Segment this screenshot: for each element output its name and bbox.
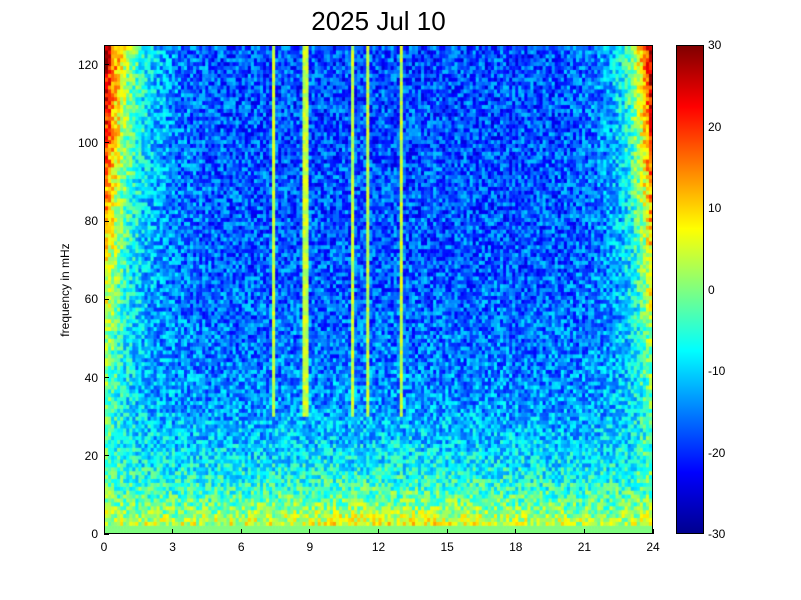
y-tick-mark	[104, 533, 109, 535]
x-tick-mark	[583, 529, 585, 534]
plot-frame	[104, 45, 653, 534]
colorbar	[676, 45, 704, 534]
x-tick-mark	[103, 529, 105, 534]
y-tick-label: 0	[91, 527, 98, 541]
y-tick-mark	[104, 455, 109, 457]
colorbar-tick-label: -10	[708, 364, 726, 378]
y-tick-mark	[104, 377, 109, 379]
y-tick-label: 60	[84, 292, 98, 307]
x-tick-label: 0	[100, 540, 108, 554]
colorbar-tick-label: 30	[708, 38, 722, 52]
x-tick-label: 6	[237, 540, 245, 554]
colorbar-tick-label: 10	[708, 201, 722, 215]
x-tick-mark	[309, 529, 311, 534]
x-tick-label: 3	[169, 540, 176, 554]
y-axis-label: frequency in mHz	[58, 243, 72, 337]
chart-title: 2025 Jul 10	[311, 6, 446, 36]
colorbar-tick-label: -20	[708, 445, 726, 460]
x-tick-label: 9	[306, 540, 314, 554]
x-tick-mark	[652, 529, 654, 534]
colorbar-tick-label: -30	[708, 527, 726, 541]
x-tick-mark	[446, 529, 448, 534]
y-tick-mark	[104, 220, 109, 222]
x-tick-mark	[240, 529, 242, 534]
x-tick-mark	[172, 529, 174, 534]
x-tick-mark	[515, 529, 517, 534]
colorbar-tick-label: 20	[708, 119, 722, 134]
y-tick-mark	[104, 64, 109, 66]
y-tick-label: 40	[84, 370, 98, 385]
y-tick-label: 100	[77, 135, 98, 150]
x-tick-label: 12	[371, 540, 386, 554]
x-tick-mark	[378, 529, 379, 534]
y-tick-mark	[104, 142, 109, 144]
y-tick-mark	[104, 298, 109, 300]
colorbar-tick-label: 0	[708, 282, 715, 297]
y-tick-label: 80	[84, 214, 98, 229]
spectrogram-heatmap	[105, 46, 652, 533]
y-tick-label: 120	[77, 57, 98, 72]
y-tick-label: 20	[84, 448, 98, 463]
x-tick-label: 15	[440, 540, 454, 554]
x-tick-label: 18	[509, 540, 523, 554]
x-tick-label: 21	[577, 540, 592, 554]
x-tick-label: 24	[646, 540, 660, 554]
